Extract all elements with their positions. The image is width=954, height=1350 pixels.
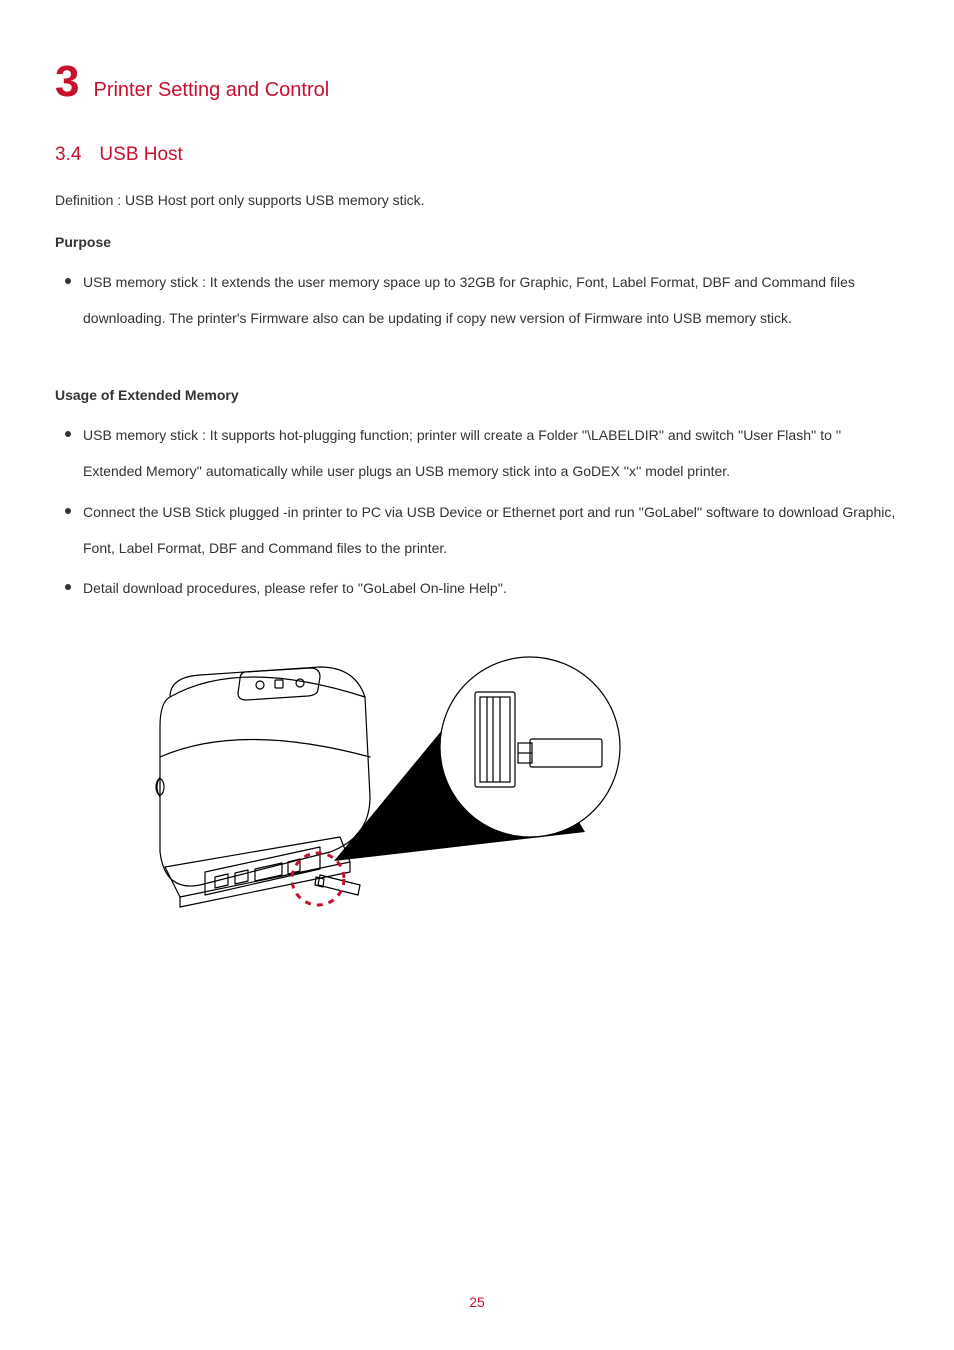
chapter-title: Printer Setting and Control [93, 79, 329, 102]
chapter-number: 3 [55, 60, 79, 104]
definition-text: Definition : USB Host port only supports… [55, 192, 899, 208]
section-heading: 3.4 USB Host [55, 144, 899, 166]
purpose-heading: Purpose [55, 234, 899, 250]
list-item: Detail download procedures, please refer… [55, 570, 899, 606]
figure-wrap [55, 637, 954, 937]
page: 3 Printer Setting and Control 3.4 USB Ho… [0, 0, 954, 1350]
usage-heading: Usage of Extended Memory [55, 387, 899, 403]
chapter-heading: 3 Printer Setting and Control [55, 60, 899, 104]
usage-list: USB memory stick : It supports hot-plugg… [55, 417, 899, 607]
page-number: 25 [0, 1294, 954, 1310]
printer-usb-figure [110, 637, 630, 937]
section-title: USB Host [99, 144, 182, 166]
list-item: USB memory stick : It extends the user m… [55, 264, 899, 337]
list-item: USB memory stick : It supports hot-plugg… [55, 417, 899, 490]
section-number: 3.4 [55, 144, 81, 166]
list-item: Connect the USB Stick plugged -in printe… [55, 494, 899, 567]
purpose-list: USB memory stick : It extends the user m… [55, 264, 899, 337]
